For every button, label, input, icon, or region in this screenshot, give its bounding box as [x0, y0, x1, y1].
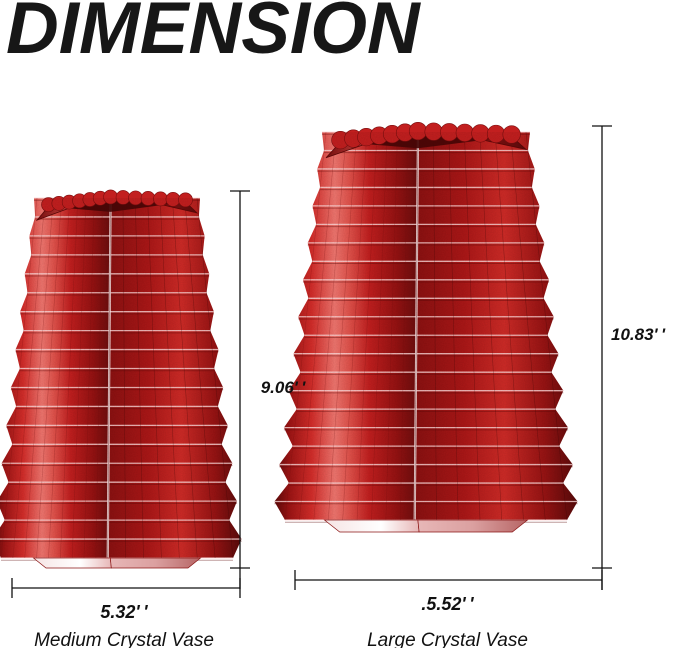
svg-text:.5.52' ': .5.52' ': [421, 594, 474, 614]
svg-text:Large Crystal Vase: Large Crystal Vase: [367, 630, 528, 648]
svg-text:5.32' ': 5.32' ': [100, 602, 148, 622]
svg-text:9.06' ': 9.06' ': [261, 378, 307, 397]
svg-text:10.83' ': 10.83' ': [611, 325, 666, 344]
svg-text:Medium Crystal Vase: Medium Crystal Vase: [34, 630, 214, 648]
